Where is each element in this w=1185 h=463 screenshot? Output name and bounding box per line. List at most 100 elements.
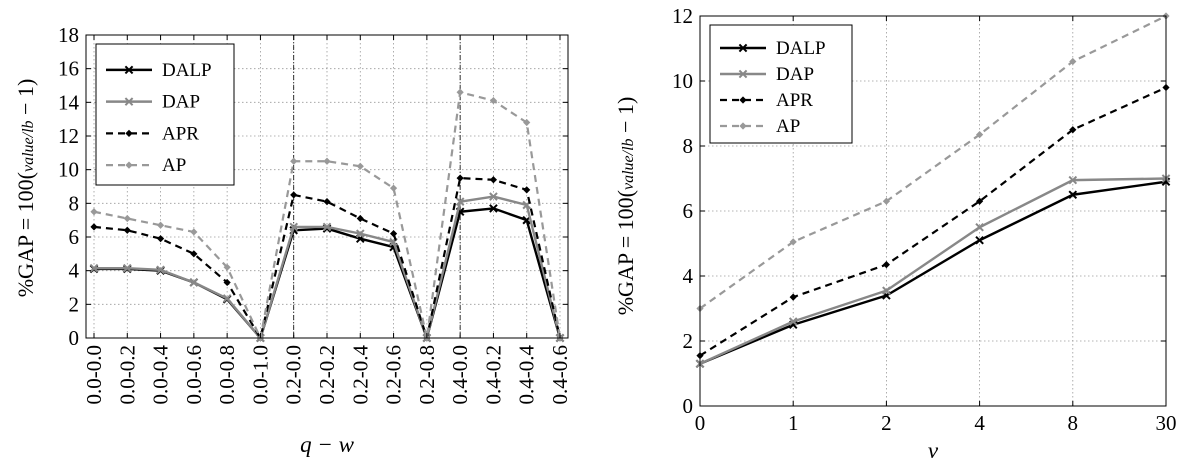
y-tick-label: 6 <box>683 199 694 223</box>
legend-marker-ap <box>739 122 747 130</box>
data-point-apr <box>90 223 98 231</box>
data-point-apr <box>1069 126 1077 134</box>
y-tick-label: 14 <box>58 90 80 114</box>
y-ticks: 0 2 4 6 8 10 12 14 16 18 <box>58 23 568 350</box>
x-tick-label: 8 <box>1068 411 1079 435</box>
y-ticks: 0 2 4 6 8 10 12 <box>672 4 1166 418</box>
x-tick-label: 0.2-0.2 <box>315 345 339 405</box>
data-point-apr <box>323 198 331 206</box>
y-tick-label: 4 <box>683 264 694 288</box>
legend-marker-apr <box>739 96 747 104</box>
x-tick-label: 30 <box>1156 411 1177 435</box>
data-point-ap <box>789 238 797 246</box>
data-point-apr <box>190 250 198 258</box>
x-tick-label: 1 <box>788 411 799 435</box>
y-tick-label: 2 <box>69 292 80 316</box>
y-tick-label: 16 <box>58 57 79 81</box>
data-point-ap <box>389 184 398 192</box>
x-tick-label: 0.4-0.6 <box>548 345 572 405</box>
legend-box <box>709 24 853 144</box>
y-tick-label: 10 <box>672 69 693 93</box>
data-point-ap <box>123 214 131 223</box>
data-point-ap <box>356 162 364 170</box>
data-point-dap <box>122 263 132 273</box>
y-tick-label: 6 <box>69 225 80 249</box>
data-point-dap <box>788 317 798 326</box>
x-tick-label: 0.4-0.4 <box>515 345 539 405</box>
legend-label-dap: DAP <box>776 64 814 85</box>
y-tick-label: 10 <box>58 158 79 182</box>
data-point-dap <box>222 294 232 303</box>
x-tick-label: 0.0-1.0 <box>248 345 272 405</box>
legend-label-dalp: DALP <box>776 38 826 59</box>
data-point-ap <box>523 118 531 127</box>
legend-marker-dalp <box>738 43 748 53</box>
data-point-ap <box>223 263 231 271</box>
data-point-ap <box>489 97 498 105</box>
x-tick-label: 0 <box>695 411 706 435</box>
data-point-apr <box>356 214 364 223</box>
x-tick-label: 2 <box>881 411 892 435</box>
data-point-dap <box>322 222 332 232</box>
legend-label-dalp: DALP <box>162 60 212 81</box>
y-tick-label: 2 <box>683 329 694 353</box>
series-line-apr <box>93 176 562 340</box>
x-tick-label: 0.0-0.4 <box>149 345 173 405</box>
y-axis-label-prefix: %GAP = 100( <box>13 172 38 297</box>
series-line-apr <box>699 86 1167 357</box>
legend-marker-apr <box>125 129 133 137</box>
legend-label-dap: DAP <box>162 92 200 113</box>
legend-label-ap: AP <box>776 116 800 137</box>
x-axis-label: v <box>928 438 939 463</box>
x-tick-label: 4 <box>974 411 985 435</box>
data-point-ap <box>882 197 890 205</box>
data-point-dap <box>489 192 498 201</box>
data-point-dap <box>355 229 365 238</box>
series-line-ap <box>93 91 562 340</box>
data-point-apr <box>156 235 165 243</box>
x-axis-label: q − w <box>300 432 355 457</box>
data-point-apr <box>123 226 131 234</box>
data-point-apr <box>389 230 398 238</box>
data-point-dap <box>189 278 199 287</box>
legend: DALP DAP APR AP <box>709 24 853 144</box>
x-tick-label: 0.4-0.0 <box>448 345 472 405</box>
legend-marker-dalp <box>124 65 134 75</box>
y-axis-label-fraction: value/lb <box>20 120 37 172</box>
data-point-dap <box>975 222 984 232</box>
data-point-dalp <box>489 204 498 213</box>
y-tick-label: 4 <box>69 259 80 283</box>
legend-marker-dap <box>124 97 134 106</box>
x-tick-label: 0.2-0.0 <box>282 345 306 405</box>
legend-marker-dap <box>738 69 748 79</box>
data-point-apr <box>789 293 797 301</box>
x-ticks: 0 1 2 4 8 30 <box>695 16 1177 435</box>
separator-layer <box>293 35 461 338</box>
data-point-apr <box>290 191 298 199</box>
series-layer <box>89 88 565 343</box>
x-tick-label: 0.0-0.8 <box>215 345 239 405</box>
y-tick-label: 8 <box>69 191 80 215</box>
data-point-apr <box>882 261 890 269</box>
y-tick-label: 18 <box>58 23 79 47</box>
data-point-apr <box>523 186 531 194</box>
data-point-ap <box>156 221 165 229</box>
data-point-dalp <box>975 235 984 245</box>
data-point-dap <box>156 265 165 275</box>
y-axis-label: %GAP = 100(value/lb − 1) <box>13 79 38 298</box>
y-tick-label: 12 <box>58 124 79 148</box>
data-point-dap <box>89 263 99 273</box>
data-point-ap <box>290 157 298 165</box>
x-tick-label: 0.2-0.6 <box>382 345 406 405</box>
data-point-dap <box>1068 175 1078 185</box>
y-axis-label-suffix: − 1) <box>13 79 38 121</box>
data-point-ap <box>90 208 98 216</box>
data-point-dap <box>455 197 465 206</box>
data-point-ap <box>323 157 331 165</box>
data-point-dap <box>289 222 299 232</box>
data-point-apr <box>223 278 231 287</box>
data-point-ap <box>190 228 198 236</box>
series-line-dap <box>699 177 1167 365</box>
